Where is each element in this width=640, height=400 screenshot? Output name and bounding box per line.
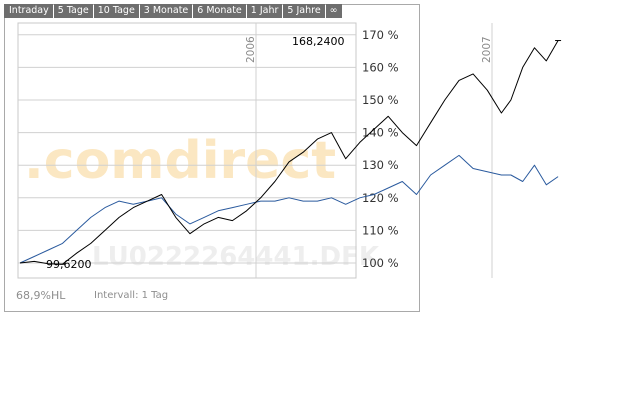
- hl-label: 68,9%HL: [16, 289, 66, 302]
- tab-1-jahr[interactable]: 1 Jahr: [246, 4, 283, 18]
- tab-3-monate[interactable]: 3 Monate: [139, 4, 193, 18]
- comdirect-watermark: .comdirect: [24, 131, 336, 191]
- y-tick-label: 120 %: [362, 191, 399, 205]
- y-tick-label: 160 %: [362, 60, 399, 74]
- y-tick-label: 150 %: [362, 93, 399, 107]
- benchmark-line: [19, 154, 559, 264]
- y-tick-label: 130 %: [362, 158, 399, 172]
- y-tick-label: 110 %: [362, 223, 399, 237]
- timeframe-tabs: Intraday 5 Tage 10 Tage 3 Monate 6 Monat…: [4, 4, 343, 18]
- fund-line: [19, 40, 559, 265]
- x-tick-label: 2006: [245, 36, 257, 63]
- max-annotation: 168,2400: [292, 35, 345, 48]
- min-annotation: 99,6200: [46, 258, 92, 271]
- tab-10-tage[interactable]: 10 Tage: [93, 4, 139, 18]
- tab-5-tage[interactable]: 5 Tage: [53, 4, 93, 18]
- chart-widget: [4, 4, 420, 312]
- tab-max[interactable]: ∞: [325, 4, 342, 18]
- tab-6-monate[interactable]: 6 Monate: [193, 4, 246, 18]
- isin-watermark: LU0222264441.DFK: [92, 242, 380, 272]
- tab-5-jahre[interactable]: 5 Jahre: [283, 4, 325, 18]
- plot-border: [17, 22, 357, 279]
- x-tick-label: 2007: [481, 36, 493, 63]
- y-tick-label: 140 %: [362, 126, 399, 140]
- y-tick-label: 100 %: [362, 256, 399, 270]
- tab-intraday[interactable]: Intraday: [4, 4, 53, 18]
- interval-label: Intervall: 1 Tag: [94, 290, 169, 301]
- y-tick-label: 170 %: [362, 28, 399, 42]
